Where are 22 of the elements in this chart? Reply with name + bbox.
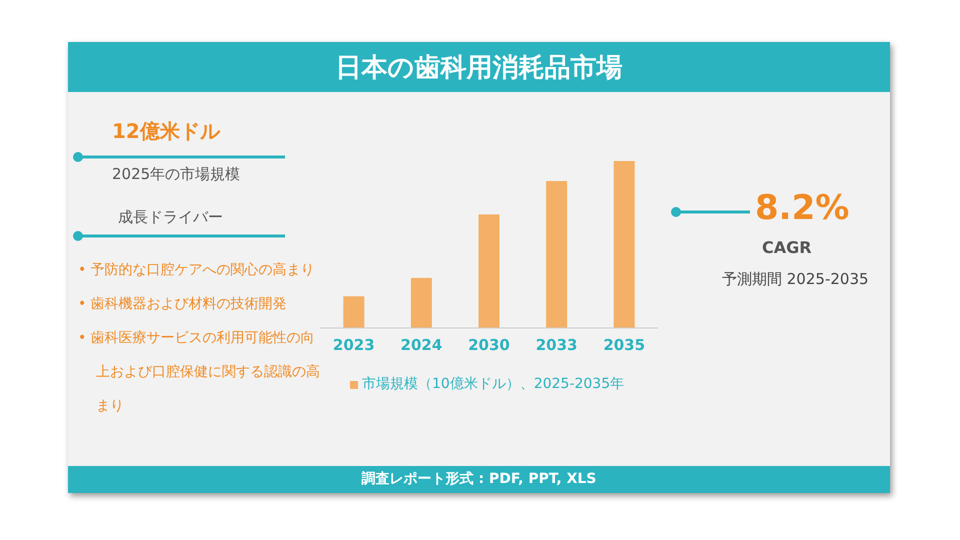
x-tick-label: 2033 xyxy=(534,336,578,354)
text: 2025年の市場規模 xyxy=(112,165,240,184)
text: CAGR xyxy=(762,238,812,257)
text: • 歯科機器および材料の技術開発 xyxy=(78,295,288,314)
chart-title: 日本の歯科用消耗品市場 xyxy=(334,52,624,85)
text: • 歯科医療サービスの利用可能性の向上および口腔保健に関する認識の高まり xyxy=(78,330,320,414)
bar xyxy=(410,278,432,328)
bar xyxy=(478,214,500,328)
x-tick-label: 2035 xyxy=(602,336,646,354)
x-tick-label: 2024 xyxy=(400,336,444,354)
legend-label: 市場規模（10億米ドル）、2025-2035年 xyxy=(362,375,624,393)
x-tick-label: 2023 xyxy=(332,336,376,354)
bar xyxy=(546,181,568,328)
text: 予測期間 2025-2035 xyxy=(722,270,869,289)
x-tick-label: 2030 xyxy=(467,336,511,354)
text: 12億米ドル xyxy=(112,118,220,145)
text: 成長ドライバー xyxy=(118,208,223,227)
text: 8.2% xyxy=(755,188,850,228)
text: • 予防的な口腔ケアへの関心の高まり xyxy=(78,261,316,280)
bar xyxy=(614,161,635,328)
bar xyxy=(343,296,364,328)
text: 調査レポート形式 : PDF, PPT, XLS xyxy=(360,470,598,488)
